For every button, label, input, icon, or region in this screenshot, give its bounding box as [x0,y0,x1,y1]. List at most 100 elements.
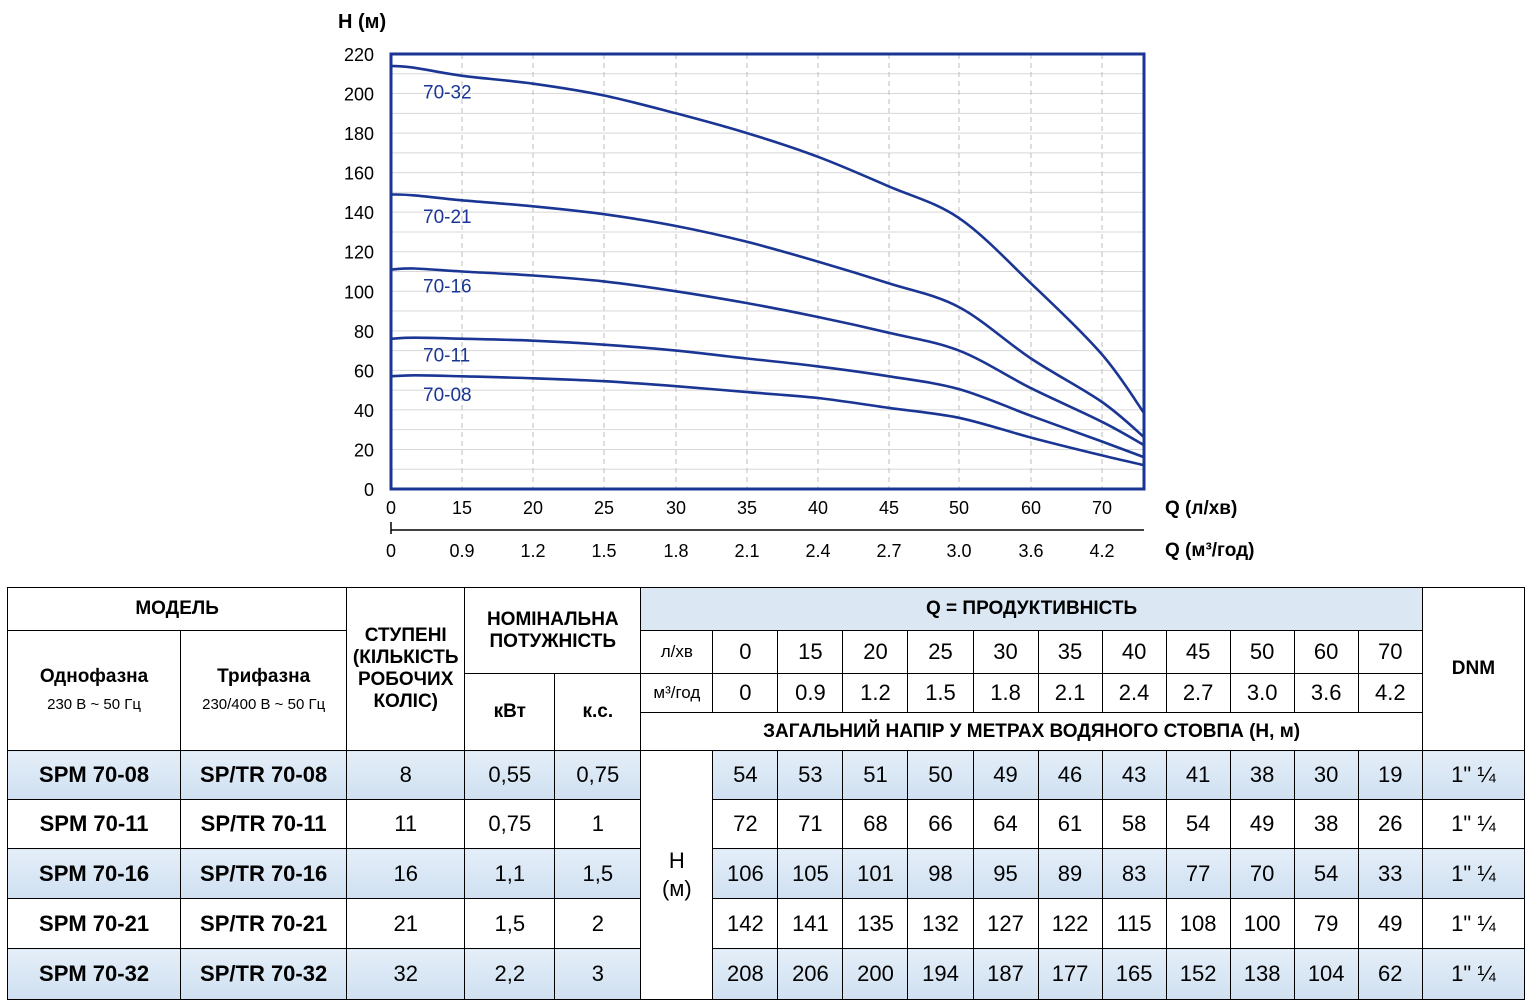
spm-model: SPM 70-32 [6,948,182,1000]
head-value: 135 [842,898,909,949]
sptr-model: SP/TR 70-21 [180,898,348,949]
dnm-value: 1" ¼ [1421,750,1526,800]
stages-line-2: (КІЛЬКІСТЬ [352,647,459,668]
head-value: 46 [1037,750,1103,800]
head-value: 43 [1101,750,1167,800]
curve-label-70-16: 70-16 [423,276,472,297]
three-phase-label: Трифазна [217,665,311,687]
table-row: SPM 70-08 SP/TR 70-08 8 0,55 0,75 H (м) … [6,750,1526,1000]
q-lpm-cell: 25 [907,630,974,674]
head-value: 41 [1165,750,1231,800]
head-value: 165 [1101,948,1167,1000]
head-value: 122 [1037,898,1103,949]
kw-value: 1,1 [464,848,556,899]
x2-tick-labels: 0 0.9 1.2 1.5 1.8 2.1 2.4 2.7 3.0 3.6 4.2 [386,541,1115,561]
q-lpm-cell: 70 [1357,630,1423,674]
head-value: 138 [1229,948,1295,1000]
model-header: МОДЕЛЬ [6,587,348,631]
x-tick-label: 50 [949,498,969,518]
head-value: 33 [1357,848,1423,899]
curve-70-11 [390,336,1146,459]
head-value: 61 [1037,799,1103,849]
head-value: 89 [1037,848,1103,899]
hp-value: 0,75 [554,750,642,800]
hp-value: 2 [554,898,642,949]
head-value: 68 [842,799,909,849]
curve-label-70-08: 70-08 [423,385,472,406]
stages-line-3: РОБОЧИХ [358,669,454,690]
stages-value: 32 [346,948,466,1000]
x-tick-label: 15 [452,498,472,518]
q-lpm-cell: 30 [972,630,1039,674]
sptr-model: SP/TR 70-16 [180,848,348,899]
x-tick-label: 60 [1021,498,1041,518]
head-value: 187 [972,948,1039,1000]
power-line-1: НОМІНАЛЬНА [486,608,619,630]
y-tick-label: 0 [364,480,374,500]
q-lpm-cell: 50 [1229,630,1295,674]
x-tick-label: 25 [594,498,614,518]
stages-value: 11 [346,799,466,849]
sptr-model: SP/TR 70-08 [180,750,348,800]
x2-tick-label: 0.9 [449,541,474,561]
head-value: 49 [972,750,1039,800]
power-header: НОМІНАЛЬНА ПОТУЖНІСТЬ [464,587,642,674]
unit-m3h: м³/год [640,673,714,713]
x-tick-labels: 0 15 20 25 30 35 40 45 50 60 70 [386,498,1112,518]
spm-model: SPM 70-21 [6,898,182,949]
dnm-value: 1" ¼ [1421,799,1526,849]
head-value: 64 [972,799,1039,849]
head-value: 54 [1165,799,1231,849]
q-m3h-cell: 1.8 [972,673,1039,713]
y-tick-label: 40 [354,401,374,421]
x2-tick-label: 1.5 [591,541,616,561]
x2-tick-label: 3.0 [946,541,971,561]
kw-value: 0,75 [464,799,556,849]
head-header: ЗАГАЛЬНИЙ НАПІР У МЕТРАХ ВОДЯНОГО СТОВПА… [640,712,1423,751]
kw-header: кВт [464,673,556,751]
y-tick-label: 140 [344,203,374,223]
x-tick-label: 0 [386,498,396,518]
head-value: 152 [1165,948,1231,1000]
x-tick-label: 45 [879,498,899,518]
head-value: 53 [777,750,844,800]
head-value: 38 [1293,799,1359,849]
head-value: 54 [712,750,779,800]
x2-tick-label: 2.7 [876,541,901,561]
single-phase-label: Однофазна [39,665,149,687]
q-lpm-cell: 45 [1165,630,1231,674]
head-value: 101 [842,848,909,899]
plot-frame [389,52,1146,491]
head-value: 49 [1229,799,1295,849]
h-unit: (м) [661,876,692,901]
y-tick-label: 220 [344,45,374,65]
q-header: Q = ПРОДУКТИВНІСТЬ [640,587,1423,631]
head-value: 19 [1357,750,1423,800]
x2-tick-label: 4.2 [1089,541,1114,561]
h-unit-cell: H (м) [640,750,714,1000]
h-label: H [668,848,685,873]
kw-value: 2,2 [464,948,556,1000]
grid-lines [391,54,1144,489]
y-tick-label: 20 [354,440,374,460]
q-m3h-cell: 1.2 [842,673,909,713]
head-value: 70 [1229,848,1295,899]
stages-value: 8 [346,750,466,800]
curve-70-08 [390,373,1145,467]
pump-curve-chart: 70-08 70-11 70-16 70-21 70-32 0 20 40 60 80 100 12… [338,11,1254,561]
spec-table: МОДЕЛЬ СТУПЕНІ (КІЛЬКІСТЬ РОБОЧИХ КОЛІС)… [6,587,1526,1000]
head-value: 105 [777,848,844,899]
stages-line-1: СТУПЕНІ [364,625,447,646]
head-value: 206 [777,948,844,1000]
q-m3h-cell: 2.7 [1165,673,1231,713]
table-row: SPM 70-32 SP/TR 70-32 32 2,2 3 208 206 2… [6,948,1526,1000]
q-lpm-cell: 15 [777,630,844,674]
x2-tick-label: 0 [386,541,396,561]
q-m3h-cell: 3.6 [1293,673,1359,713]
y-tick-label: 200 [344,85,374,105]
stages-line-4: КОЛІС) [373,691,438,712]
y-tick-label: 160 [344,164,374,184]
three-phase-header: Трифазна 230/400 В ~ 50 Гц [180,630,348,751]
single-phase-voltage: 230 В ~ 50 Гц [47,695,141,713]
dnm-value: 1" ¼ [1421,948,1526,1000]
